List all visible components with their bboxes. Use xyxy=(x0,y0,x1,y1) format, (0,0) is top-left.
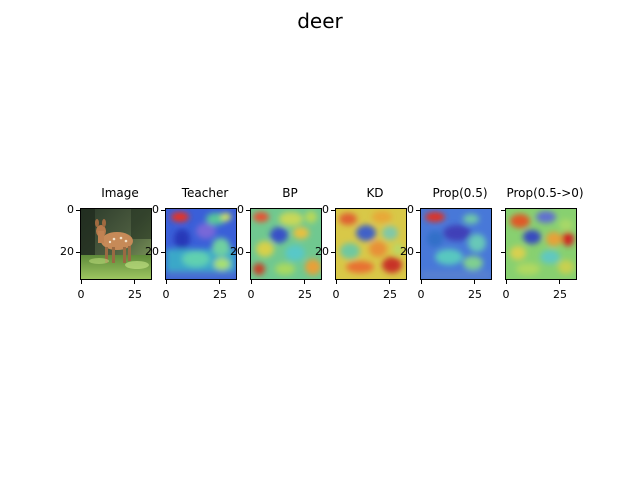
deer-photo xyxy=(81,209,151,279)
heatmap-kd xyxy=(336,209,406,279)
axes-prop-05 xyxy=(420,208,492,280)
axes-prop-05-0 xyxy=(505,208,577,280)
heatmap-teacher xyxy=(166,209,236,279)
panel-prop-05-0: Prop(0.5->0) 0 25 xyxy=(501,183,585,303)
y-tick-label: 0 xyxy=(407,203,414,216)
axes-kd xyxy=(335,208,407,280)
heatmap-bp xyxy=(251,209,321,279)
heatmap-prop-05 xyxy=(421,209,491,279)
x-tick-label: 0 xyxy=(332,288,340,301)
panel-title: Prop(0.5->0) xyxy=(506,186,584,200)
y-tick-label: 0 xyxy=(67,203,74,216)
panel-title: BP xyxy=(282,186,298,200)
panel-title: Image xyxy=(101,186,139,200)
x-tick-label: 0 xyxy=(162,288,170,301)
y-tick-label: 20 xyxy=(315,245,329,258)
x-tick-label: 0 xyxy=(417,288,425,301)
y-tick-label: 0 xyxy=(322,203,329,216)
x-tick-label: 25 xyxy=(383,288,397,301)
x-tick-label: 25 xyxy=(298,288,312,301)
axes-image xyxy=(80,208,152,280)
y-tick-label: 20 xyxy=(145,245,159,258)
x-tick-label: 25 xyxy=(128,288,142,301)
x-tick-label: 0 xyxy=(77,288,85,301)
x-tick-label: 25 xyxy=(553,288,567,301)
x-tick-label: 0 xyxy=(502,288,510,301)
panel-prop-05: Prop(0.5) 0 20 0 25 xyxy=(400,183,500,303)
panel-title: KD xyxy=(366,186,384,200)
y-tick-label: 20 xyxy=(60,245,74,258)
heatmap-prop-05-0 xyxy=(506,209,576,279)
y-tick-label: 0 xyxy=(152,203,159,216)
panel-bp: BP 0 20 0 25 xyxy=(230,183,330,303)
axes-bp xyxy=(250,208,322,280)
axes-teacher xyxy=(165,208,237,280)
figure-title: deer xyxy=(297,9,343,33)
y-tick-label: 0 xyxy=(237,203,244,216)
panel-title: Prop(0.5) xyxy=(432,186,488,200)
y-tick-label: 20 xyxy=(230,245,244,258)
panel-teacher: Teacher 0 20 0 25 xyxy=(145,183,245,303)
panel-image: Image xyxy=(60,183,160,303)
panel-title: Teacher xyxy=(181,186,229,200)
x-tick-label: 25 xyxy=(468,288,482,301)
x-tick-label: 0 xyxy=(247,288,255,301)
y-tick-label: 20 xyxy=(400,245,414,258)
panel-kd: KD 0 20 0 25 xyxy=(315,183,415,303)
x-tick-label: 25 xyxy=(213,288,227,301)
